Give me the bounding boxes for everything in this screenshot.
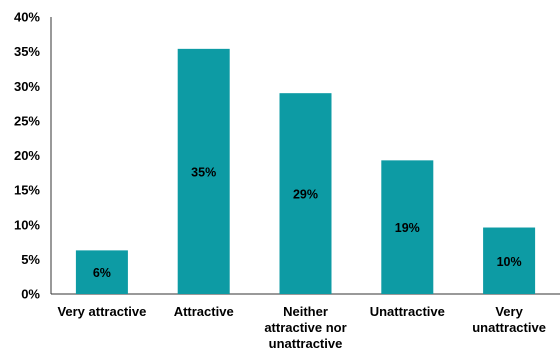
data-labels: 6% 35% 29% 19% 10% — [93, 165, 522, 280]
bar-value-label: 29% — [293, 188, 318, 202]
bar — [483, 227, 536, 294]
bars — [75, 48, 536, 295]
category-label: Attractive — [174, 304, 234, 319]
bar-value-label: 35% — [191, 165, 216, 179]
bar — [75, 250, 128, 294]
bar — [279, 93, 332, 294]
y-tick-label: 35% — [14, 44, 40, 59]
category-label: Very attractive — [57, 304, 146, 319]
bar-value-label: 19% — [395, 221, 420, 235]
bar-value-label: 10% — [497, 255, 522, 269]
category-label: Unattractive — [370, 304, 445, 319]
bar — [381, 160, 434, 294]
y-tick-label: 0% — [21, 287, 40, 302]
category-label-line: unattractive — [269, 336, 343, 351]
category-label: Neither attractive nor unattractive — [264, 304, 346, 351]
category-label-line: unattractive — [472, 320, 546, 335]
category-label: Very unattractive — [472, 304, 546, 335]
bar-value-label: 6% — [93, 266, 111, 280]
category-label-line: Unattractive — [370, 304, 445, 319]
y-tick-label: 20% — [14, 148, 40, 163]
category-label-line: Neither — [283, 304, 328, 319]
bar — [177, 48, 230, 295]
y-tick-label: 15% — [14, 183, 40, 198]
category-label-line: Attractive — [174, 304, 234, 319]
y-tick-label: 30% — [14, 79, 40, 94]
y-tick-label: 5% — [21, 252, 40, 267]
y-tick-label: 10% — [14, 217, 40, 232]
y-tick-label: 40% — [14, 10, 40, 25]
y-axis: 0% 5% 10% 15% 20% 25% 30% 35% 40% — [14, 10, 52, 302]
y-tick-label: 25% — [14, 113, 40, 128]
category-label-line: attractive nor — [264, 320, 346, 335]
category-labels: Very attractive Attractive Neither attracti… — [57, 304, 546, 351]
category-label-line: Very attractive — [57, 304, 146, 319]
category-label-line: Very — [495, 304, 523, 319]
